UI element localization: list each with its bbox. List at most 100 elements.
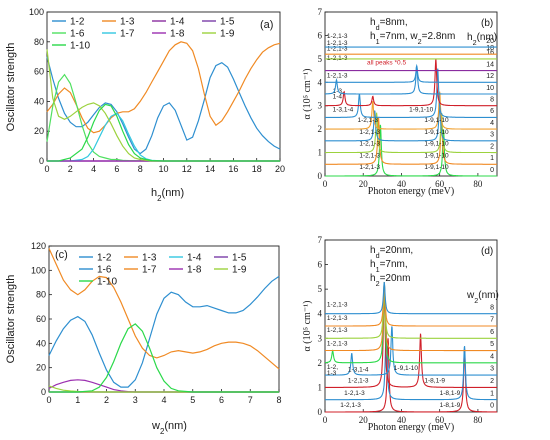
x-tick-label: 12: [182, 164, 192, 174]
peak-label: 1-8,1-9: [440, 390, 461, 397]
x-axis-label: Photon energy (meV): [368, 422, 454, 433]
x-tick-label: 1: [75, 395, 80, 405]
series-line-1-2: [48, 275, 280, 388]
legend-label-1-8: 1-8: [187, 265, 202, 276]
legend-label-1-6: 1-6: [97, 265, 112, 276]
x-tick-label: 6: [219, 395, 224, 405]
y-tick-label: 6: [318, 30, 323, 40]
y-axis-label: Oscillator strength: [5, 275, 17, 364]
peak-label: 1-3,1-4: [333, 107, 354, 114]
legend: 1-2 1-3 1-4 1-5 1-6 1-7 1-8 1-9 1-10: [79, 253, 247, 288]
spectrum-line-6: [325, 68, 497, 118]
curve-index-label: 2: [490, 143, 494, 150]
x-tick-label: 6: [114, 164, 119, 174]
spectrum-line-3: [325, 103, 497, 142]
series-line-1-10: [49, 323, 279, 393]
x-tick-label: 4: [91, 164, 96, 174]
curve-index-label: 1: [490, 155, 494, 162]
y-tick-label: 5: [318, 54, 323, 64]
peak-label: 1-2,1-3: [327, 327, 348, 334]
chart-panel-a: 0 2 4 6 8 10 12 14 16 18 20 0 20 40 60 80 100 h2(nm) Oscil…: [5, 7, 285, 203]
curve-index-label: 5: [490, 341, 494, 348]
spectrum-line-0: [325, 124, 497, 177]
x-tick-label: 0: [323, 415, 328, 425]
scale-annotation: all peaks *0.5: [367, 60, 406, 67]
peak-label: 1-2,1-3: [327, 315, 348, 322]
header-param: h1=7nm,: [370, 259, 408, 274]
y-tick-label: 20: [34, 126, 44, 136]
y-tick-label: 0: [318, 171, 323, 181]
peak-label: 1-2,1-3: [327, 46, 348, 53]
header-param: hd=20nm,: [370, 245, 413, 260]
spectrum-line-5: [325, 282, 497, 352]
series-line-1-7: [47, 112, 280, 162]
curve-index-label: 6: [490, 108, 494, 115]
peak-label: 1-9,1-10: [424, 117, 449, 124]
spectrum-line-2: [325, 284, 497, 388]
panel-label: (c): [55, 249, 68, 261]
x-tick-label: 5: [190, 395, 195, 405]
curve-index-label: 3: [490, 132, 494, 139]
y-tick-label: 6: [318, 260, 323, 270]
y-tick-label: 0: [39, 156, 44, 166]
y-tick-label: 100: [31, 265, 46, 275]
y-tick-label: 2: [318, 124, 323, 134]
curve-index-label: 7: [490, 317, 494, 324]
y-tick-label: 4: [318, 309, 323, 319]
x-tick-label: 20: [359, 179, 369, 189]
y-tick-label: 20: [36, 363, 46, 373]
peak-label: 1-9,1-10: [424, 141, 449, 148]
peak-label: 1-2,1-3: [327, 301, 348, 308]
curve-index-label: 1: [490, 390, 494, 397]
x-tick-label: 14: [205, 164, 215, 174]
y-tick-label: 80: [36, 290, 46, 300]
legend-label-1-4: 1-4: [187, 253, 202, 264]
chart-panel-c: 0 1 2 3 4 5 6 7 8020406080100120w2(nm)Oscillator…: [5, 241, 282, 436]
y-tick-label: 40: [34, 96, 44, 106]
curve-index-label: 2: [490, 378, 494, 385]
y-tick-label: 0: [318, 407, 323, 417]
peak-label: 1-2,1-3: [359, 164, 380, 171]
peak-label: 1-9,1-10: [424, 164, 449, 171]
spectrum-line-6: [325, 282, 497, 339]
y-axis-label: α (10⁵ cm⁻¹): [302, 69, 313, 120]
y-tick-label: 100: [29, 7, 44, 17]
x-tick-label: 18: [252, 164, 262, 174]
peak-label: 1-2,1-3: [327, 40, 348, 47]
y-tick-label: 1: [318, 148, 323, 158]
peak-label: 1-4: [333, 94, 343, 101]
series-line-1-3: [48, 248, 280, 370]
peak-label: 1-2,1-3: [357, 117, 378, 124]
curve-index-label: 4: [490, 353, 494, 360]
curve-index-label: 4: [490, 120, 494, 127]
series-line-1-9: [46, 49, 280, 162]
peak-label: 1-2,1-3: [348, 378, 369, 385]
y-tick-label: 7: [318, 235, 323, 245]
peak-label: 1-2,1-3: [359, 129, 380, 136]
x-tick-label: 0: [323, 179, 328, 189]
x-tick-label: 60: [435, 179, 445, 189]
legend-label-1-10: 1-10: [97, 277, 117, 288]
peak-label: 1-9,1-10: [409, 107, 434, 114]
x-tick-label: 20: [275, 164, 285, 174]
header-param: hd=8nm,: [370, 17, 408, 32]
x-tick-label: 8: [138, 164, 143, 174]
spectrum-line-4: [325, 284, 497, 364]
spectrum-line-10: [325, 65, 497, 95]
peak-label: 1-8,1-9: [424, 378, 445, 385]
x-tick-label: 3: [133, 395, 138, 405]
peak-label: 1-9,1-10: [424, 129, 449, 136]
curve-index-label: 14: [486, 61, 494, 68]
x-tick-label: 60: [435, 415, 445, 425]
series-line-1-2: [46, 56, 281, 155]
y-tick-label: 1: [318, 382, 323, 392]
spectrum-line-2: [325, 112, 497, 154]
y-tick-label: 4: [318, 77, 323, 87]
legend-label-1-3: 1-3: [120, 17, 135, 28]
legend-label-1-10: 1-10: [70, 41, 90, 52]
x-tick-label: 80: [473, 415, 483, 425]
x-tick-label: 80: [473, 179, 483, 189]
